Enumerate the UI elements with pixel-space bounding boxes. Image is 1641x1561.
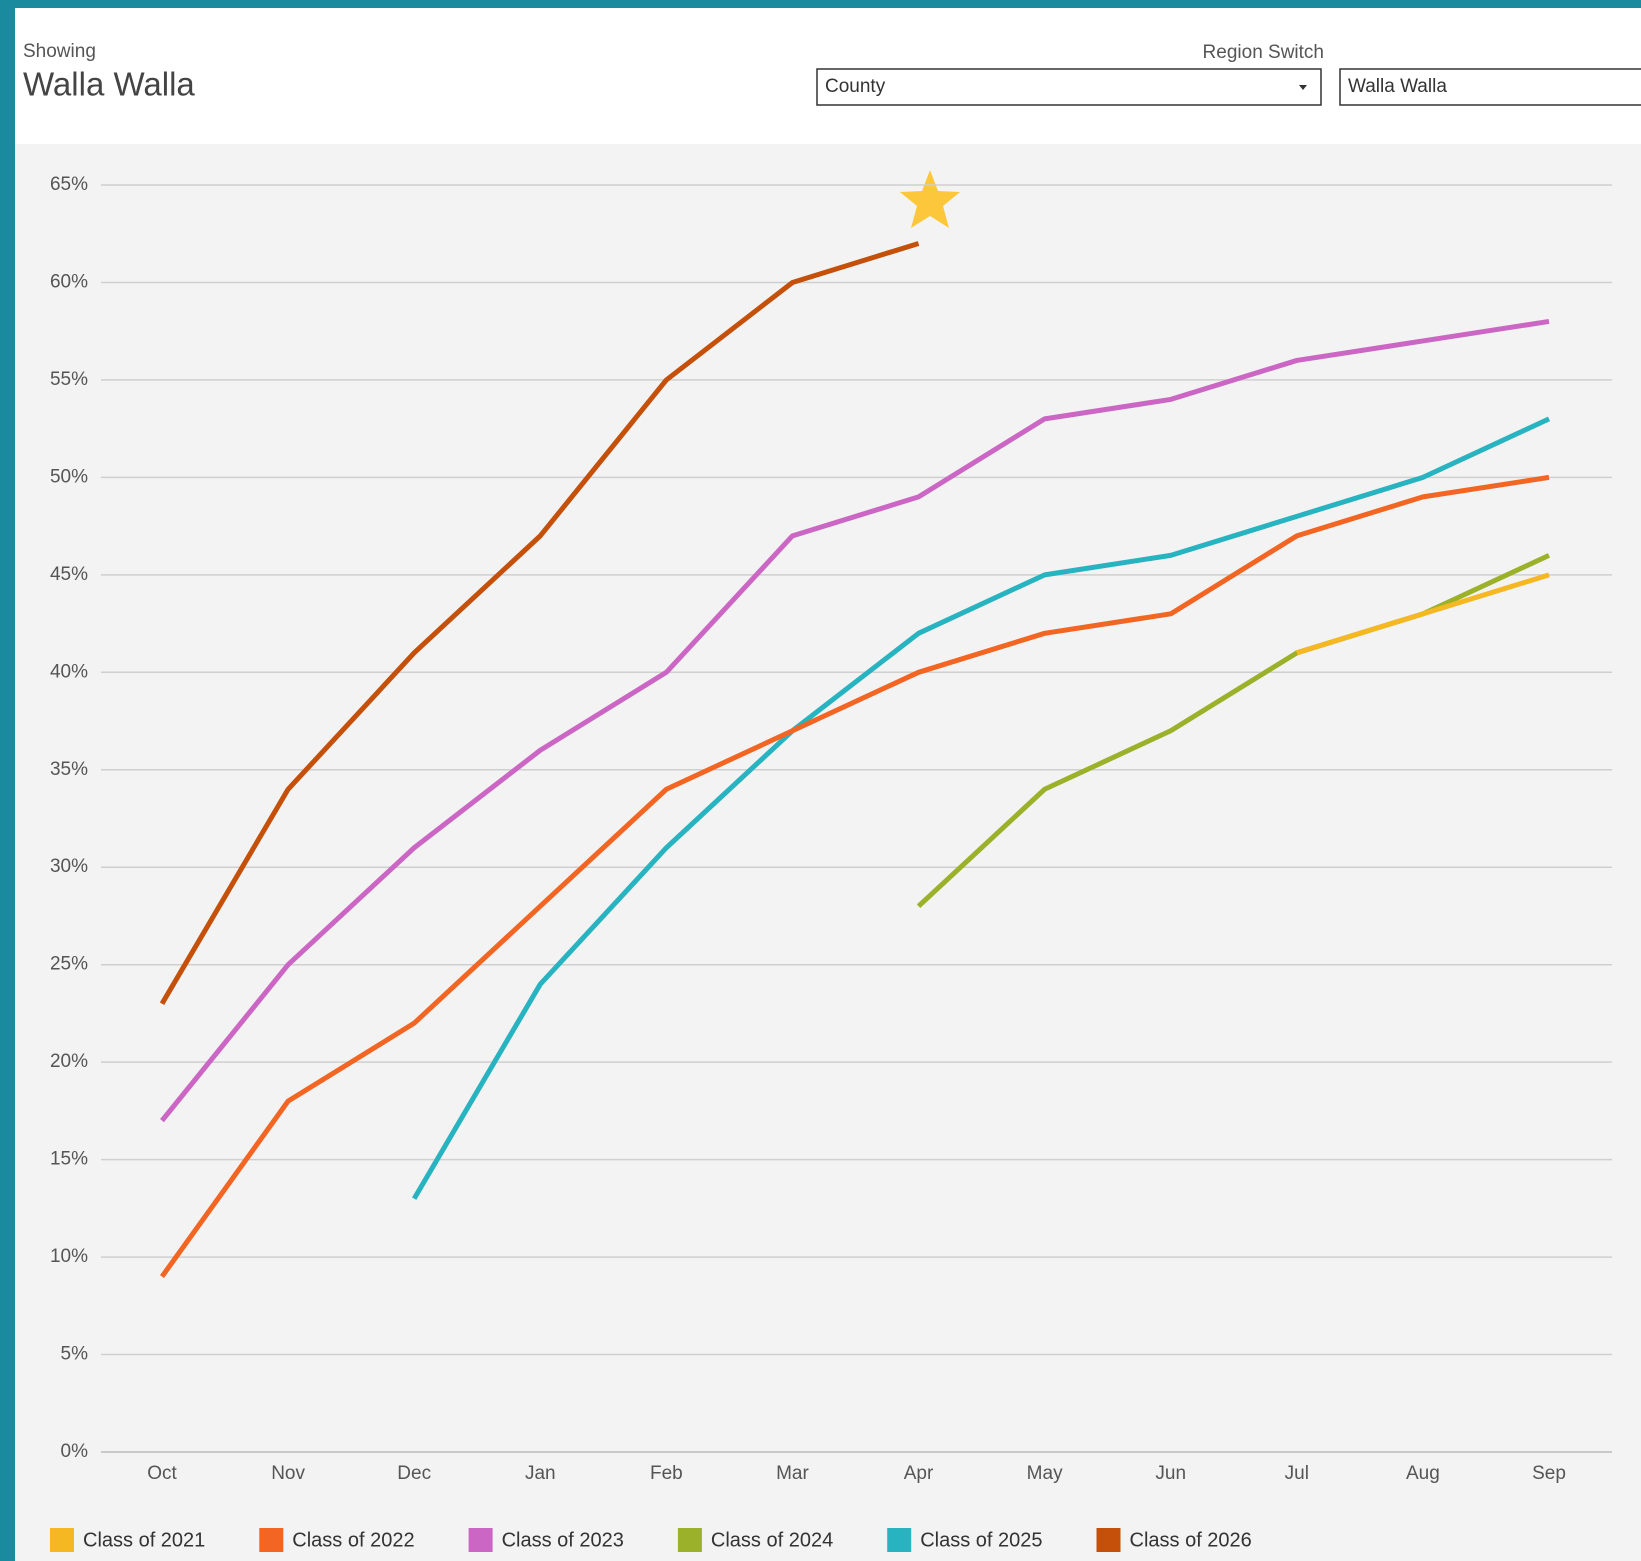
legend-label: Class of 2023	[502, 1529, 624, 1551]
x-tick-label: Aug	[1406, 1463, 1440, 1484]
region-name-input[interactable]	[1339, 68, 1641, 106]
series-line	[159, 474, 1550, 1279]
y-tick-label: 65%	[50, 174, 88, 195]
legend-swatch	[677, 1528, 702, 1552]
y-tick-label: 15%	[50, 1149, 88, 1170]
y-tick-label: 30%	[50, 856, 88, 877]
legend-swatch	[50, 1528, 74, 1552]
x-tick-label: Oct	[147, 1463, 177, 1484]
y-tick-label: 25%	[50, 954, 88, 975]
y-tick-label: 0%	[61, 1441, 89, 1462]
title: Walla Walla	[23, 66, 195, 103]
y-tick-label: 55%	[50, 369, 88, 390]
y-tick-label: 5%	[61, 1344, 89, 1365]
x-tick-label: Sep	[1532, 1463, 1566, 1484]
chart-background	[15, 8, 1641, 1561]
legend-label: Class of 2021	[83, 1529, 205, 1551]
x-tick-label: Nov	[271, 1463, 305, 1484]
y-tick-label: 10%	[50, 1246, 88, 1267]
legend-swatch	[1096, 1528, 1121, 1552]
x-tick-label: May	[1027, 1463, 1063, 1484]
y-tick-label: 60%	[50, 271, 88, 292]
legend-swatch	[259, 1528, 284, 1552]
legend-label: Class of 2024	[711, 1529, 833, 1551]
legend-swatch	[887, 1528, 912, 1552]
legend-label: Class of 2025	[920, 1529, 1042, 1551]
region-name-value: Walla Walla	[1348, 76, 1447, 97]
y-tick-label: 45%	[50, 564, 88, 585]
dropdown-arrow	[1299, 85, 1307, 90]
legend-label: Class of 2022	[292, 1529, 414, 1551]
series-line	[1296, 572, 1550, 656]
series-line	[159, 241, 920, 1005]
x-tick-label: Dec	[397, 1463, 431, 1484]
legend-swatch	[468, 1528, 493, 1552]
region-type-value: County	[825, 76, 886, 97]
x-tick-label: Apr	[904, 1463, 934, 1484]
y-tick-label: 35%	[50, 759, 88, 780]
switch-label: Region Switch	[1203, 42, 1324, 63]
region-type-select[interactable]	[816, 68, 1322, 106]
x-tick-label: Feb	[650, 1463, 683, 1484]
y-tick-label: 20%	[50, 1051, 88, 1072]
series-line	[160, 318, 1550, 1123]
caption: Showing	[23, 41, 96, 62]
y-tick-label: 40%	[50, 661, 88, 682]
x-tick-label: Jun	[1155, 1463, 1186, 1484]
x-tick-label: Jul	[1285, 1463, 1309, 1484]
star-icon	[900, 170, 960, 228]
x-tick-label: Mar	[776, 1463, 809, 1484]
legend-label: Class of 2026	[1130, 1529, 1252, 1551]
x-tick-label: Jan	[525, 1463, 556, 1484]
series-line	[412, 416, 1551, 1200]
series-line	[916, 553, 1551, 909]
y-tick-label: 50%	[50, 466, 88, 487]
